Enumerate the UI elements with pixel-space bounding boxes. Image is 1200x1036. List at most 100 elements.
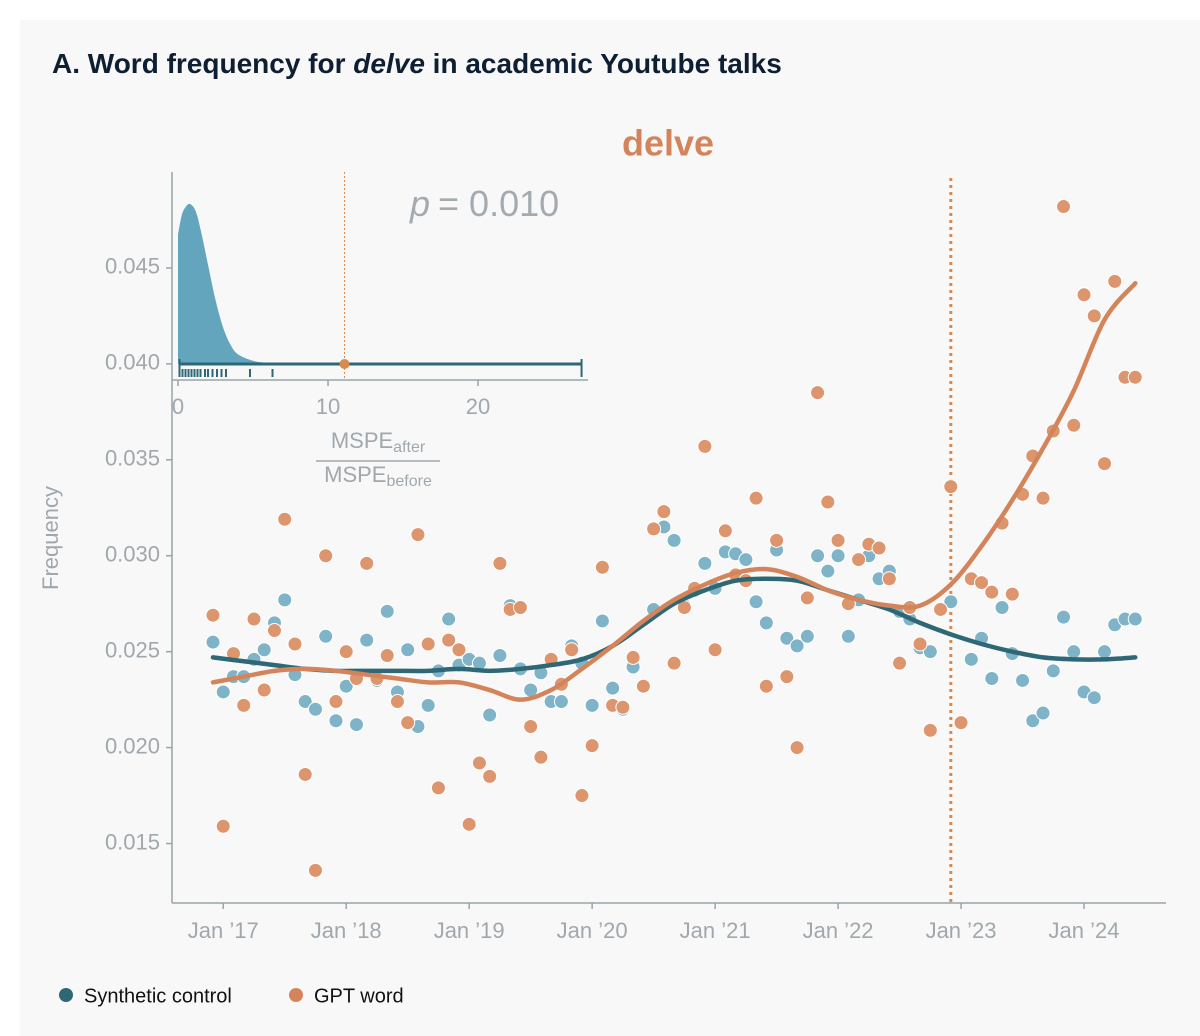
legend-label: GPT word xyxy=(314,985,404,1007)
point xyxy=(963,651,979,667)
point xyxy=(574,788,590,804)
point xyxy=(461,816,477,832)
point xyxy=(420,697,436,713)
point xyxy=(287,636,303,652)
point xyxy=(922,722,938,738)
x-tick-label: Jan ’21 xyxy=(680,918,751,943)
point xyxy=(318,548,334,564)
point xyxy=(1066,417,1082,433)
point xyxy=(492,555,508,571)
point xyxy=(215,684,231,700)
point xyxy=(994,600,1010,616)
point xyxy=(810,385,826,401)
point xyxy=(297,766,313,782)
point xyxy=(646,521,662,537)
point xyxy=(482,707,498,723)
point xyxy=(1127,369,1143,385)
point xyxy=(953,715,969,731)
point xyxy=(799,628,815,644)
point xyxy=(205,607,221,623)
point xyxy=(1056,609,1072,625)
point xyxy=(338,644,354,660)
point xyxy=(482,768,498,784)
point xyxy=(820,563,836,579)
point xyxy=(1004,586,1020,602)
point xyxy=(451,642,467,658)
point xyxy=(1056,199,1072,215)
inset-x-tick-label: 20 xyxy=(466,394,490,419)
point xyxy=(758,678,774,694)
title-part: A. Word frequency for xyxy=(52,48,354,79)
point xyxy=(666,655,682,671)
xlabel-den-main: MSPE xyxy=(324,462,386,487)
point xyxy=(984,584,1000,600)
point xyxy=(553,694,569,710)
point xyxy=(523,718,539,734)
point xyxy=(738,552,754,568)
point xyxy=(277,592,293,608)
point xyxy=(974,575,990,591)
point xyxy=(277,511,293,527)
point xyxy=(266,623,282,639)
point xyxy=(697,555,713,571)
point xyxy=(594,613,610,629)
point xyxy=(769,532,785,548)
point xyxy=(625,649,641,665)
point xyxy=(594,559,610,575)
x-tick-label: Jan ’18 xyxy=(311,918,382,943)
point xyxy=(328,713,344,729)
point xyxy=(246,611,262,627)
point xyxy=(810,548,826,564)
point xyxy=(697,438,713,454)
point xyxy=(912,636,928,652)
point xyxy=(1086,308,1102,324)
point xyxy=(389,694,405,710)
y-tick-label: 0.030 xyxy=(105,542,160,567)
point xyxy=(318,628,334,644)
point xyxy=(1025,713,1041,729)
point xyxy=(236,697,252,713)
legend-marker xyxy=(59,988,73,1002)
y-tick-label: 0.025 xyxy=(105,637,160,662)
point xyxy=(789,638,805,654)
point xyxy=(400,715,416,731)
legend-label: Synthetic control xyxy=(84,985,232,1007)
point xyxy=(1035,705,1051,721)
y-tick-label: 0.040 xyxy=(105,350,160,375)
point xyxy=(779,630,795,646)
point xyxy=(830,548,846,564)
point xyxy=(605,680,621,696)
inset-x-tick-label: 10 xyxy=(316,394,340,419)
y-tick-label: 0.045 xyxy=(105,254,160,279)
point xyxy=(359,555,375,571)
point xyxy=(871,540,887,556)
p-symbol: p xyxy=(409,183,430,224)
point xyxy=(1015,672,1031,688)
point xyxy=(471,755,487,771)
point xyxy=(256,682,272,698)
point xyxy=(256,642,272,658)
panel-title: A. Word frequency for delve in academic … xyxy=(52,48,782,80)
point xyxy=(307,701,323,717)
p-text: = 0.010 xyxy=(438,183,559,224)
point xyxy=(215,818,231,834)
point xyxy=(892,655,908,671)
point xyxy=(656,504,672,520)
point xyxy=(789,740,805,756)
point xyxy=(758,615,774,631)
point xyxy=(379,603,395,619)
point xyxy=(717,523,733,539)
x-tick-label: Jan ’24 xyxy=(1049,918,1120,943)
inset-x-tick-label: 0 xyxy=(172,394,184,419)
point xyxy=(533,749,549,765)
point xyxy=(943,479,959,495)
point xyxy=(512,600,528,616)
point xyxy=(1045,663,1061,679)
y-tick-label: 0.020 xyxy=(105,733,160,758)
point xyxy=(666,532,682,548)
point xyxy=(564,642,580,658)
point xyxy=(430,780,446,796)
point xyxy=(359,632,375,648)
point xyxy=(400,642,416,658)
